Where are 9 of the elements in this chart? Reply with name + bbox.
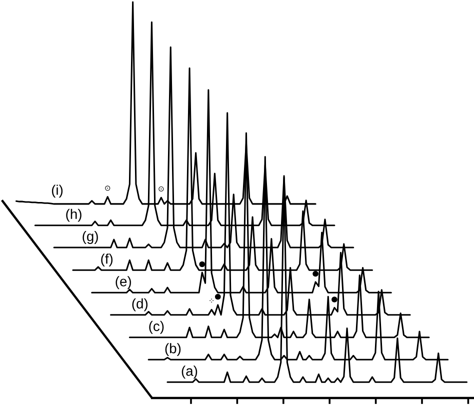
series-label: (a) — [182, 366, 198, 379]
series-label: (g) — [82, 231, 98, 244]
series-label: (d) — [132, 298, 148, 312]
series-label: (c) — [149, 320, 164, 334]
series-label: (f) — [101, 254, 113, 267]
series-label: (e) — [116, 276, 131, 290]
series-label: (i) — [52, 184, 63, 198]
series-label: (b) — [165, 343, 181, 356]
series-label: (h) — [66, 208, 82, 222]
